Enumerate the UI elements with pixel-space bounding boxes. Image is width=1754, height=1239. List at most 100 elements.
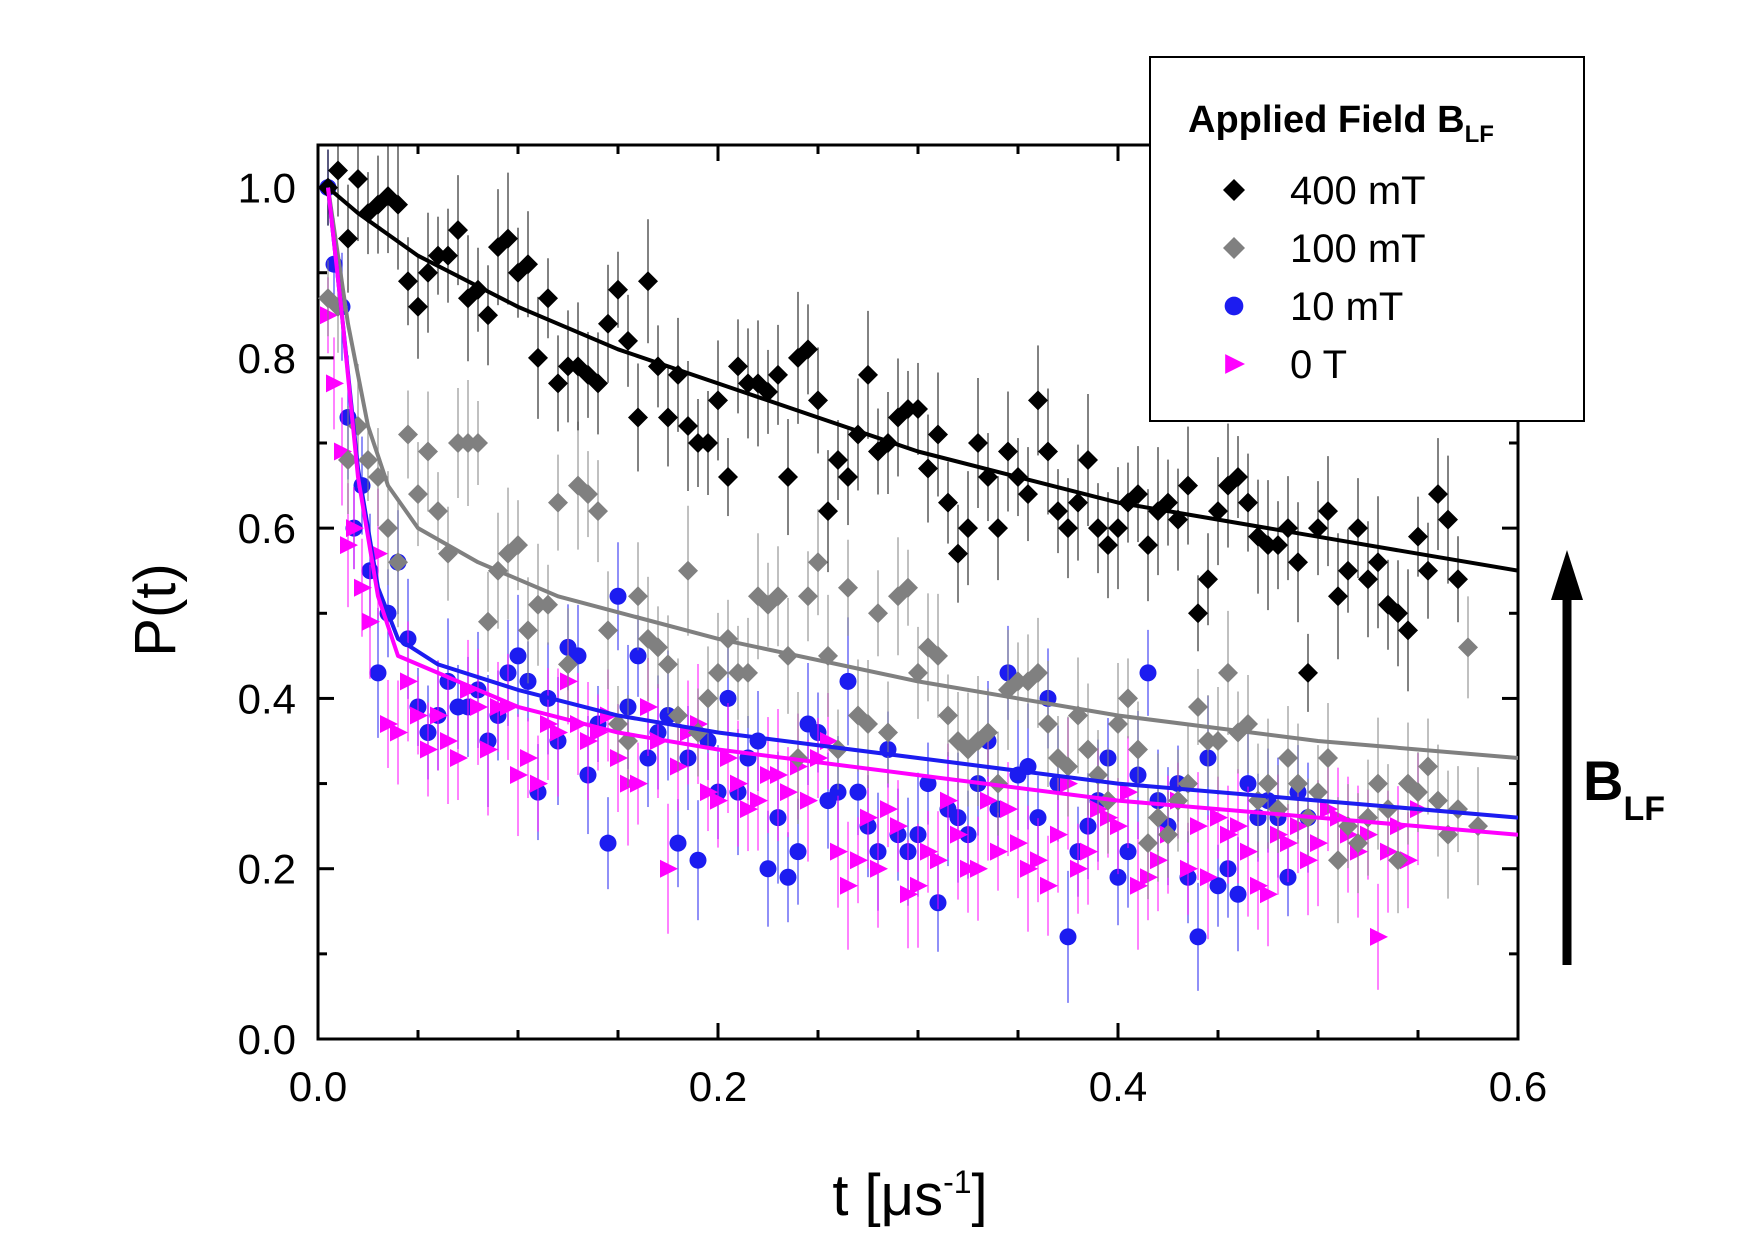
data-point bbox=[1080, 842, 1098, 861]
legend-label: 400 mT bbox=[1290, 169, 1426, 213]
y-tick-label: 0.6 bbox=[238, 505, 296, 552]
data-point bbox=[388, 194, 408, 215]
data-point bbox=[1010, 834, 1028, 853]
data-point bbox=[640, 697, 658, 716]
y-tick-label: 0.4 bbox=[238, 675, 296, 722]
data-point bbox=[530, 774, 548, 793]
data-point bbox=[599, 834, 617, 852]
data-point bbox=[1300, 851, 1318, 870]
legend-label: 10 mT bbox=[1290, 285, 1403, 329]
data-point bbox=[950, 825, 968, 844]
legend-label: 0 T bbox=[1290, 343, 1347, 387]
data-point bbox=[938, 492, 958, 513]
data-point bbox=[1100, 808, 1118, 827]
data-point bbox=[1418, 560, 1438, 581]
data-point bbox=[760, 766, 778, 785]
data-point bbox=[398, 271, 418, 292]
data-point bbox=[930, 851, 948, 870]
data-point bbox=[1258, 773, 1278, 794]
data-point bbox=[440, 732, 458, 750]
data-point bbox=[518, 620, 538, 641]
data-point bbox=[750, 791, 768, 810]
fit-curve bbox=[326, 187, 1518, 837]
data-point bbox=[480, 740, 498, 759]
data-point bbox=[818, 501, 838, 522]
data-point bbox=[509, 647, 527, 665]
data-point bbox=[1388, 850, 1408, 871]
data-point bbox=[1318, 748, 1338, 769]
data-point bbox=[428, 501, 448, 522]
data-point bbox=[1078, 450, 1098, 471]
data-point bbox=[1348, 518, 1368, 539]
data-point bbox=[678, 560, 698, 581]
data-point bbox=[478, 305, 498, 326]
data-point bbox=[719, 689, 737, 707]
data-point bbox=[1358, 807, 1378, 828]
y-tick-label: 0.8 bbox=[238, 335, 296, 382]
data-point bbox=[998, 441, 1018, 462]
data-point bbox=[608, 713, 628, 734]
series-400-mT bbox=[318, 145, 1468, 712]
data-point bbox=[1038, 713, 1058, 734]
data-point bbox=[1448, 569, 1468, 590]
legend-marker bbox=[1223, 179, 1245, 201]
data-point bbox=[448, 220, 468, 241]
data-point bbox=[840, 876, 858, 895]
data-point bbox=[658, 407, 678, 428]
data-point bbox=[1218, 662, 1238, 683]
data-point bbox=[968, 433, 988, 453]
data-point bbox=[918, 458, 938, 479]
data-point bbox=[668, 705, 688, 726]
data-point bbox=[1388, 603, 1408, 624]
data-point bbox=[1139, 664, 1157, 682]
data-point bbox=[1378, 799, 1398, 820]
data-point bbox=[798, 586, 818, 607]
data-point bbox=[388, 552, 408, 573]
data-point bbox=[1308, 782, 1328, 803]
data-point bbox=[1128, 739, 1148, 760]
field-arrow-head bbox=[1551, 550, 1583, 600]
data-point bbox=[768, 586, 788, 607]
data-point bbox=[1408, 526, 1428, 547]
data-point bbox=[988, 518, 1008, 539]
data-point bbox=[510, 766, 528, 785]
fit-curves bbox=[326, 186, 1518, 837]
data-point bbox=[829, 783, 847, 801]
data-point bbox=[1308, 518, 1328, 539]
data-point bbox=[660, 859, 678, 878]
data-point bbox=[450, 749, 468, 768]
x-tick-label: 0.6 bbox=[1489, 1063, 1547, 1110]
data-point bbox=[908, 398, 928, 419]
data-point bbox=[710, 791, 728, 810]
data-point bbox=[1188, 603, 1208, 624]
data-point bbox=[598, 620, 618, 641]
data-point bbox=[708, 390, 728, 411]
data-point bbox=[1210, 808, 1228, 827]
data-point bbox=[518, 254, 538, 275]
data-point bbox=[1238, 492, 1258, 513]
data-point bbox=[900, 885, 918, 904]
data-point bbox=[770, 766, 788, 785]
data-point bbox=[990, 842, 1008, 861]
data-point bbox=[1348, 833, 1368, 854]
data-point bbox=[858, 713, 878, 734]
data-point bbox=[520, 749, 538, 768]
data-point bbox=[648, 637, 668, 658]
data-point bbox=[618, 330, 638, 351]
data-point bbox=[1030, 851, 1048, 870]
data-point bbox=[700, 783, 718, 802]
data-point bbox=[1280, 834, 1298, 853]
legend-item: 400 mT bbox=[1223, 169, 1426, 213]
data-point bbox=[400, 672, 418, 691]
data-point bbox=[1028, 390, 1048, 411]
data-point bbox=[1208, 501, 1228, 522]
data-point bbox=[1020, 859, 1038, 878]
data-point bbox=[1118, 688, 1138, 709]
data-point bbox=[1108, 713, 1128, 734]
data-point bbox=[1380, 842, 1398, 861]
data-point bbox=[1138, 833, 1158, 854]
data-point bbox=[778, 467, 798, 488]
data-point bbox=[1028, 662, 1048, 683]
data-point bbox=[910, 876, 928, 895]
